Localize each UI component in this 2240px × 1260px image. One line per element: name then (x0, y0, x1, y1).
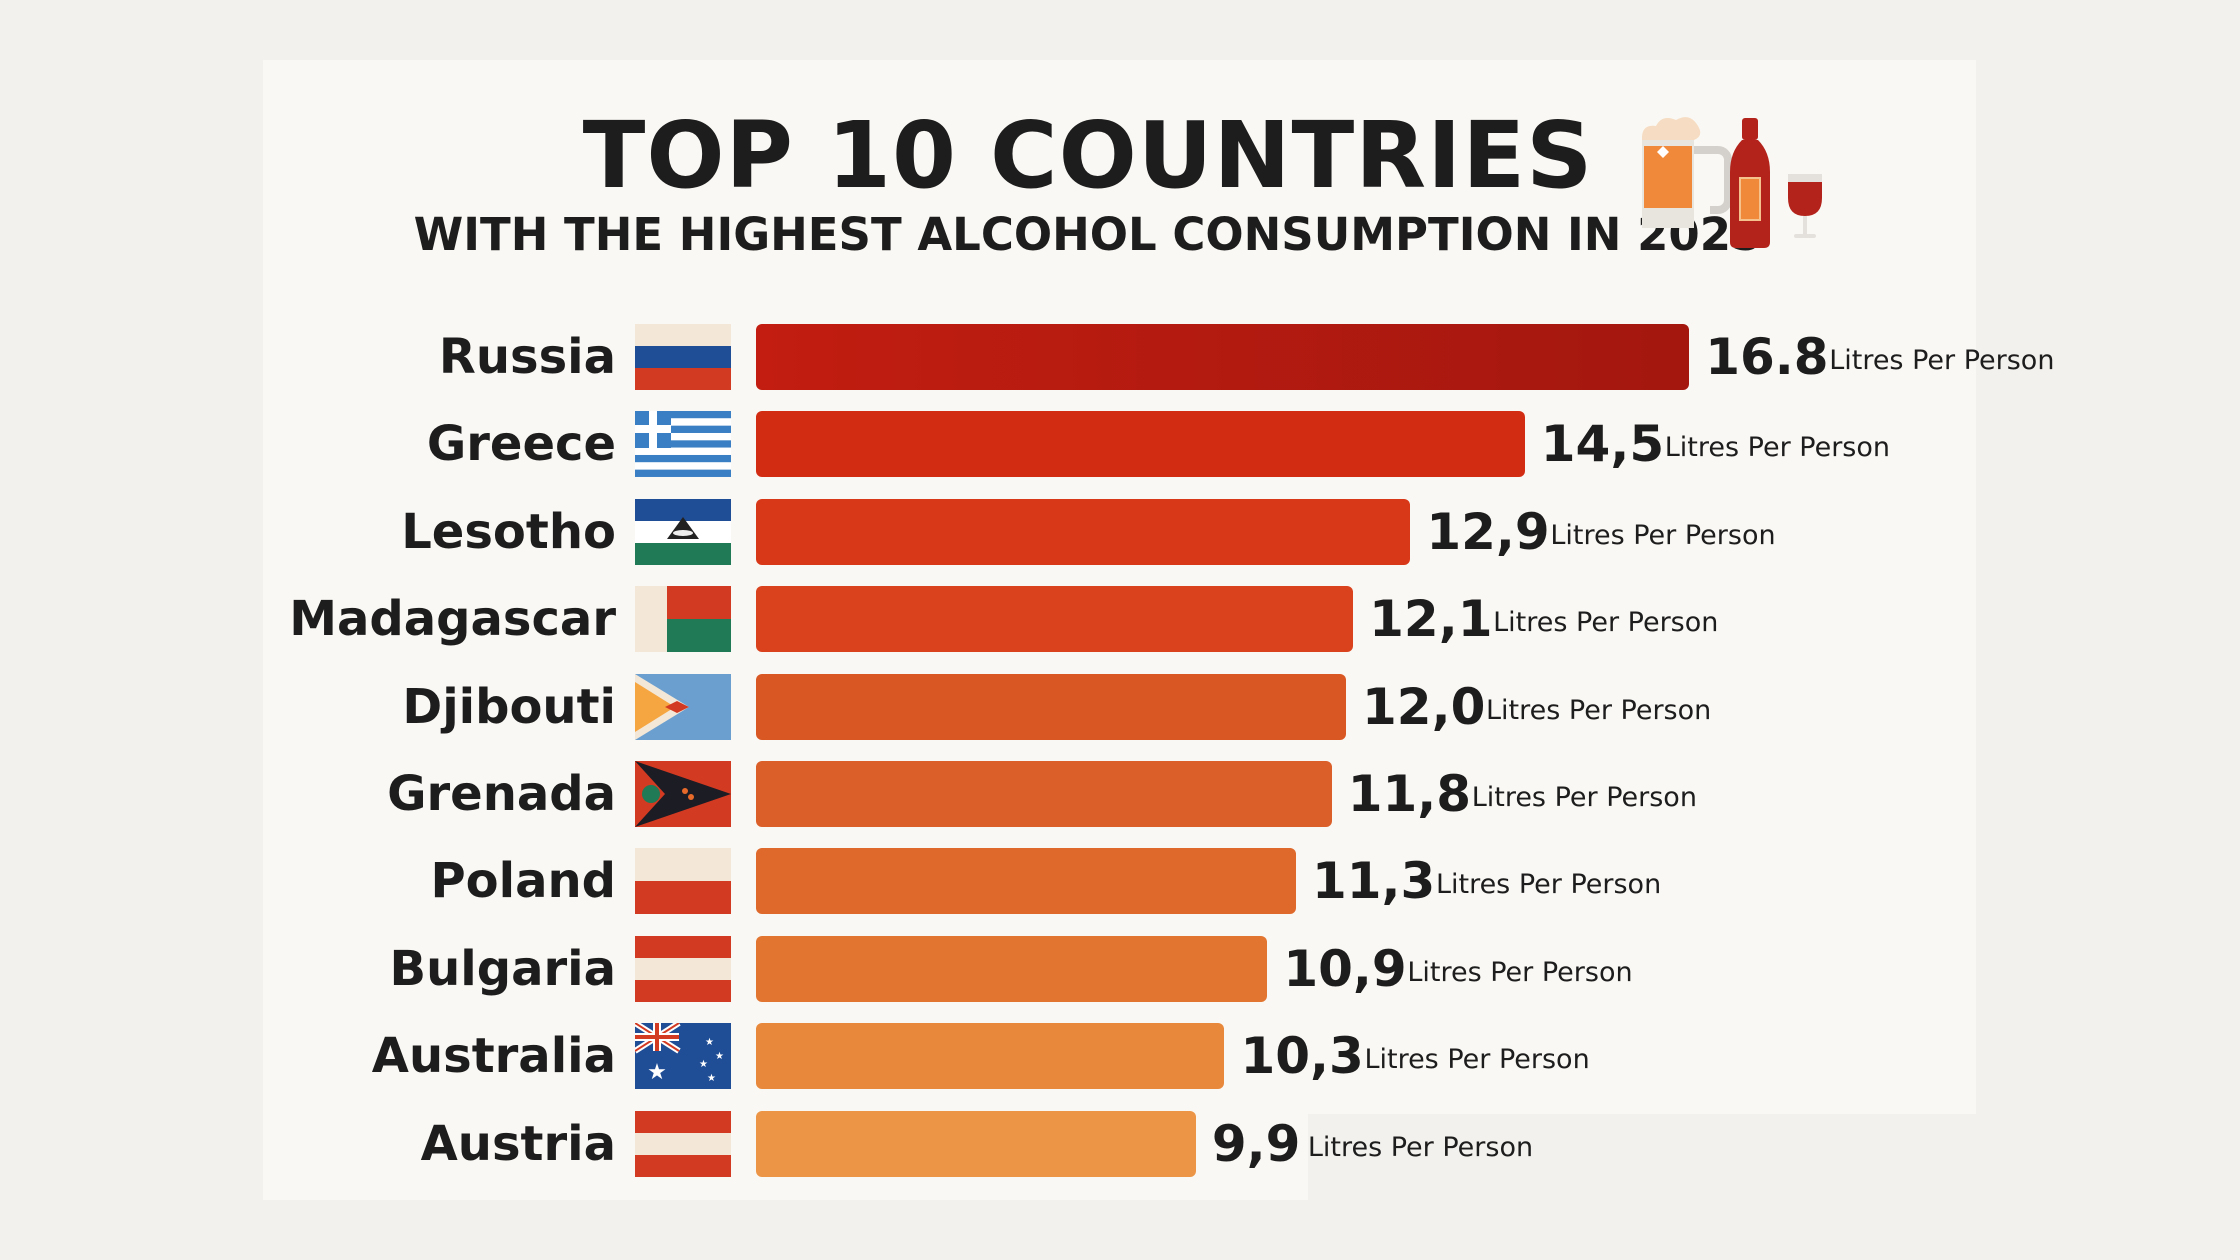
value-label: 11,3 (1311, 852, 1436, 911)
country-label: Madagascar (289, 591, 616, 648)
bar-row: Russia 16.8 Litres Per Person (0, 324, 2240, 390)
bar-row: Bulgaria 10,9 Litres Per Person (0, 935, 2240, 1002)
country-label: Greece (426, 416, 616, 473)
bar (756, 848, 1296, 915)
lesotho-flag (635, 498, 731, 565)
bar (756, 411, 1525, 478)
country-label: Grenada (387, 766, 616, 822)
svg-text:★: ★ (705, 1037, 714, 1048)
value-label: 10,9 (1283, 939, 1407, 998)
greece-flag (635, 411, 731, 478)
bar-row: Madagascar 12,1 Litres Per Person (0, 586, 2240, 653)
country-label: Austria (420, 1115, 616, 1172)
bar (756, 586, 1354, 653)
austria-flag (635, 1110, 731, 1177)
bar (756, 935, 1268, 1002)
bar-row: Grenada 11,8 Litres Per Person (0, 761, 2240, 827)
djibouti-flag (635, 673, 731, 740)
bar (756, 1023, 1225, 1090)
svg-text:★: ★ (715, 1051, 724, 1062)
russia-flag (635, 324, 731, 390)
bar-row: Greece 14,5 Litres Per Person (0, 411, 2240, 478)
unit-label: Litres Per Person (1407, 956, 1633, 988)
bar-row: Australia ★ ★ ★ ★ ★ 10,3 Litres Per Person (0, 1020, 2240, 1090)
svg-text:★: ★ (707, 1073, 716, 1084)
grenada-flag (635, 761, 731, 827)
value-label: 10,3 (1240, 1027, 1364, 1086)
value-label: 12,9 (1426, 502, 1550, 561)
value-label: 14,5 (1540, 415, 1665, 474)
bar-row: Poland 11,3 Litres Per Person (0, 848, 2240, 915)
bar (756, 761, 1332, 827)
value-label: 11,8 (1347, 765, 1472, 823)
poland-flag (635, 848, 731, 915)
beer-mug-icon (1642, 117, 1732, 228)
country-label: Russia (438, 329, 616, 385)
unit-label: Litres Per Person (1307, 1131, 1534, 1163)
country-label: Bulgaria (389, 940, 616, 997)
bar-row: Lesotho 12,9 Litres Per Person (0, 498, 2240, 565)
unit-label: Litres Per Person (1364, 1044, 1590, 1076)
value-label: 16.8 (1705, 328, 1829, 386)
chart-subtitle: WITH THE HIGHEST ALCOHOL CONSUMPTION IN … (413, 208, 1763, 261)
unit-label: Litres Per Person (1435, 869, 1662, 901)
bar (756, 324, 1690, 390)
unit-label: Litres Per Person (1493, 607, 1719, 639)
drinks-illustration (1642, 117, 1822, 248)
value-label: 9,9 (1211, 1114, 1301, 1173)
unit-label: Litres Per Person (1486, 694, 1712, 726)
svg-text:★: ★ (699, 1059, 708, 1070)
svg-text:★: ★ (647, 1060, 667, 1085)
unit-label: Litres Per Person (1664, 432, 1890, 464)
unit-label: Litres Per Person (1471, 782, 1697, 813)
unit-label: Litres Per Person (1550, 519, 1776, 551)
unit-label: Litres Per Person (1829, 345, 2055, 376)
bar-row: Austria 9,9 Litres Per Person (0, 1110, 2240, 1177)
chart-title: TOP 10 COUNTRIES (582, 102, 1594, 209)
wine-bottle-icon (1730, 118, 1770, 248)
bulgaria-flag (635, 935, 731, 1002)
australia-flag: ★ ★ ★ ★ ★ (633, 1020, 731, 1090)
madagascar-flag (635, 586, 731, 653)
value-label: 12,0 (1362, 677, 1486, 736)
country-label: Australia (371, 1028, 616, 1085)
wine-glass-icon (1788, 174, 1822, 238)
country-label: Poland (430, 853, 616, 910)
bar-row: Djibouti 12,0 Litres Per Person (0, 673, 2240, 740)
bar (756, 673, 1346, 740)
bar (756, 498, 1411, 565)
value-label: 12,1 (1369, 590, 1493, 649)
bar (756, 1110, 1196, 1177)
country-label: Lesotho (401, 503, 616, 560)
country-label: Djibouti (402, 678, 616, 735)
